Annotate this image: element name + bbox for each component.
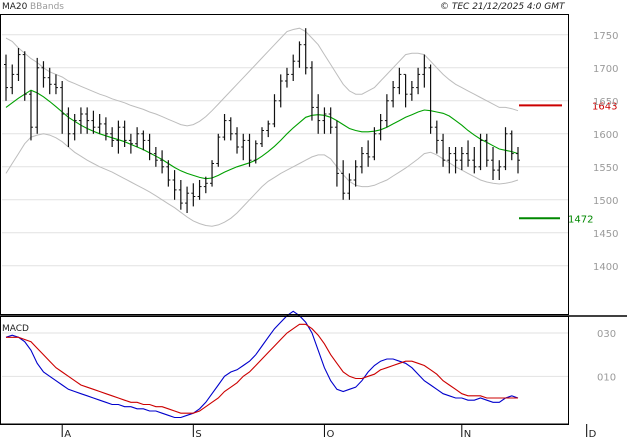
price-y-tick-label: 1500 — [593, 196, 618, 207]
copyright-text: © TEC 21/12/2025 4:0 GMT — [440, 2, 566, 12]
price-level-label: 1643 — [592, 101, 617, 112]
macd-y-tick-label: 030 — [597, 329, 616, 340]
price-y-tick-label: 1400 — [593, 262, 618, 273]
x-axis-tick-label: D — [589, 429, 597, 440]
price-y-tick-label: 1600 — [593, 130, 618, 141]
ma20-line — [5, 89, 519, 180]
price-y-axis: 1400 1450 1500 1550 1600 1650 1700 1750 — [593, 31, 618, 273]
legend-ma20-label: MA20 — [2, 2, 28, 12]
macd-signal-line — [6, 323, 518, 414]
price-y-tick-label: 1550 — [593, 163, 618, 174]
macd-lines — [5, 310, 519, 419]
price-y-tick-label: 1650 — [593, 97, 618, 108]
panel-frames — [0, 14, 627, 425]
x-axis-tick-label: O — [326, 429, 334, 440]
macd-line — [5, 310, 519, 419]
moving-average-line — [5, 89, 519, 180]
x-axis-tick-label: A — [64, 429, 71, 440]
price-y-tick-label: 1450 — [593, 229, 618, 240]
macd-y-tick-label: 010 — [597, 372, 616, 383]
bb-upper-line — [5, 27, 519, 127]
macd-panel-frame — [0, 316, 569, 425]
bollinger-bands — [5, 27, 519, 227]
ohlc-bars — [4, 28, 520, 213]
price-grid — [2, 34, 568, 267]
price-panel-frame — [0, 14, 569, 315]
macd-grid — [2, 332, 568, 377]
macd-y-axis: 010 030 — [597, 329, 616, 383]
x-axis-tick-label: S — [195, 429, 201, 440]
price-y-tick-label: 1700 — [593, 64, 618, 75]
legend-bbands-label: BBands — [30, 2, 64, 12]
price-level-label: 1472 — [568, 214, 593, 225]
bb-lower-line — [5, 133, 519, 227]
macd-title: MACD — [2, 324, 29, 334]
price-levels: 1643 1472 — [519, 101, 617, 225]
price-y-tick-label: 1750 — [593, 31, 618, 42]
x-axis-tick-label: N — [464, 429, 471, 440]
